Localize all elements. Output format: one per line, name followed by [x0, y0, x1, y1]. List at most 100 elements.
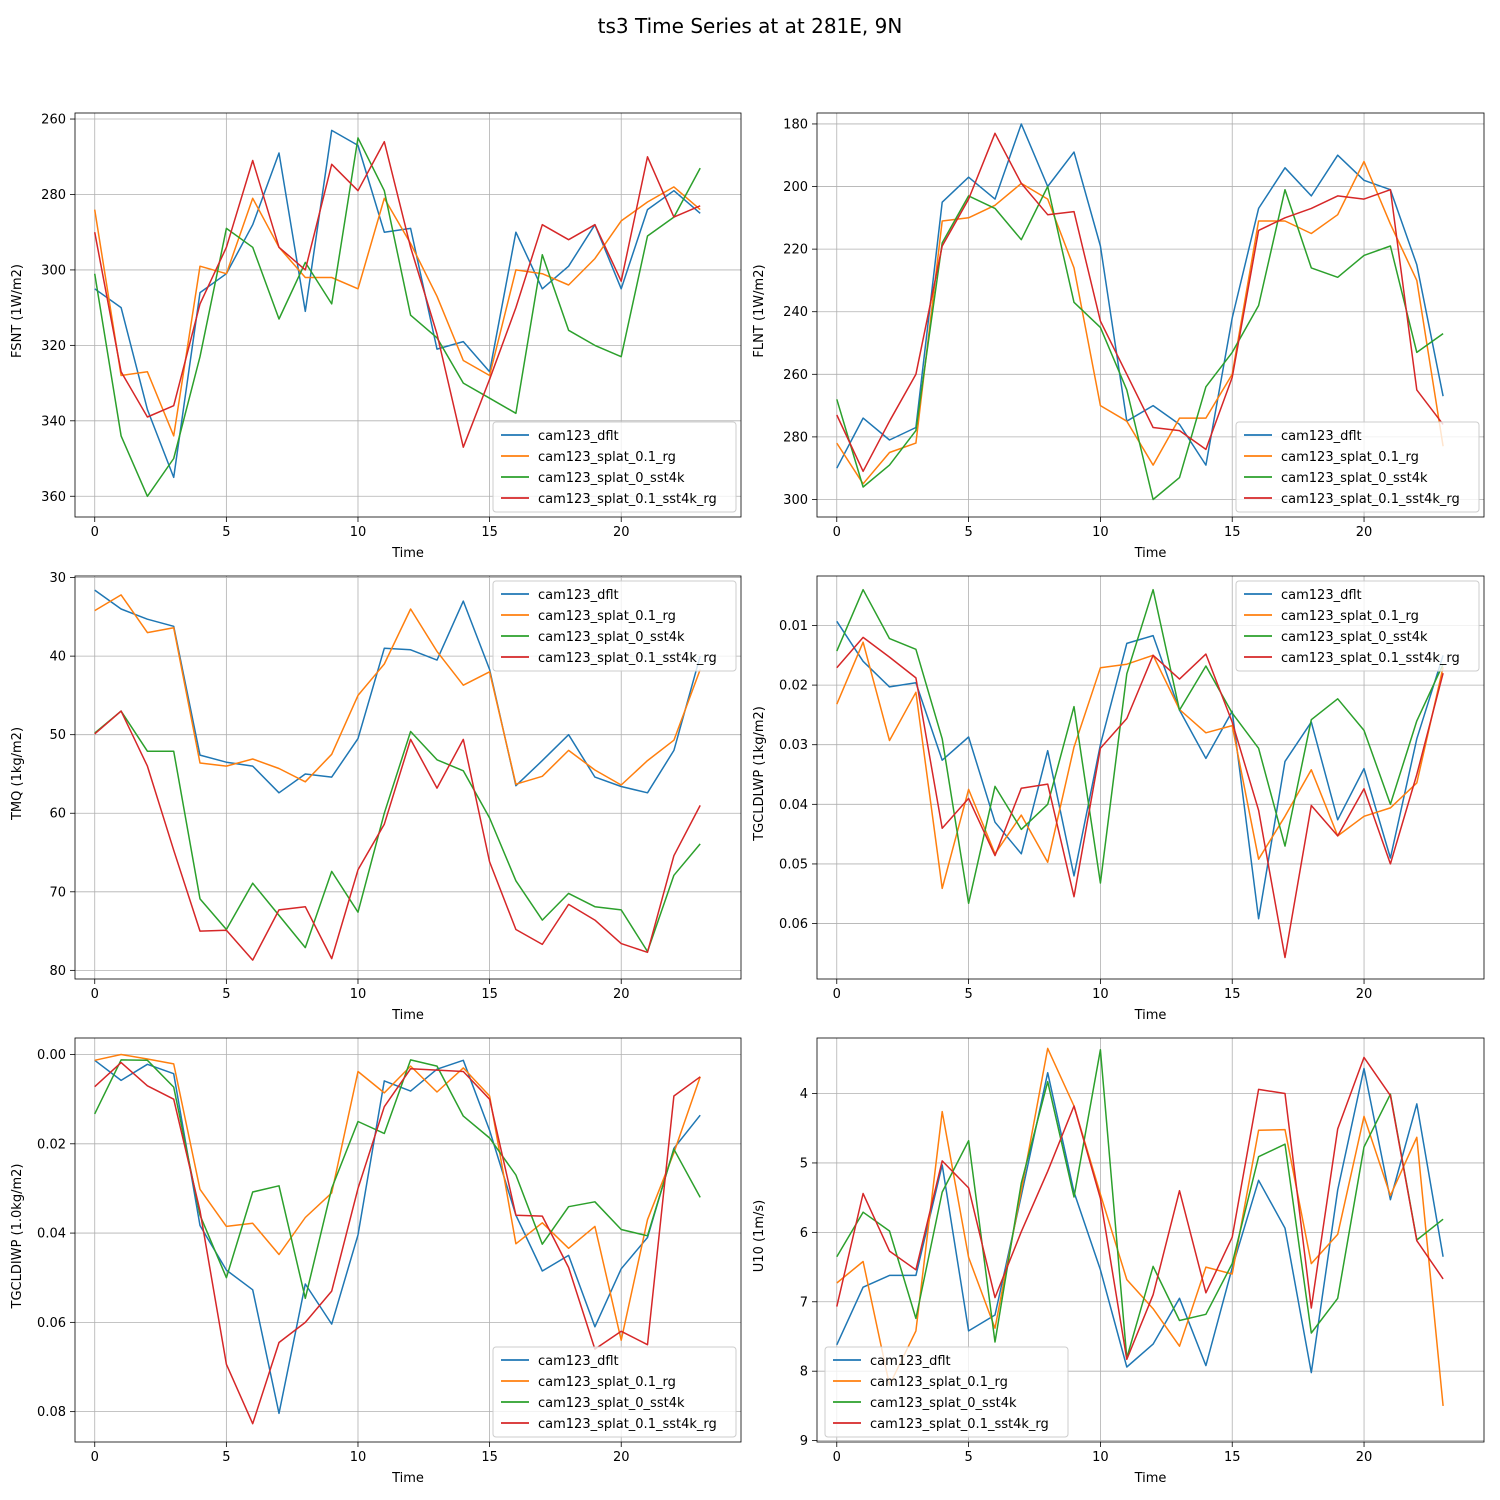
y-tick-label: 0.04: [779, 798, 808, 813]
panel-u10: 0 5 10 15 20 4 5 6 7 8 9 Time U10 (1m/s) cam123_dfltc…: [752, 1037, 1485, 1486]
legend-label: cam123_splat_0.1_rg: [538, 1375, 676, 1390]
legend-label: cam123_splat_0_sst4k: [538, 630, 685, 645]
x-tick-label: 10: [350, 1450, 367, 1465]
y-tick-label: 70: [49, 885, 66, 900]
legend-label: cam123_dflt: [1281, 429, 1362, 444]
figure-title: ts3 Time Series at at 281E, 9N: [597, 14, 903, 38]
y-tick-label: 60: [49, 807, 66, 822]
y-tick-label: 180: [783, 117, 808, 132]
series-lines: [836, 1047, 1444, 1406]
y-tick-label: 280: [783, 430, 808, 445]
y-tick-label: 0.05: [779, 857, 808, 872]
x-axis-label: Time: [391, 546, 424, 561]
legend-label: cam123_splat_0.1_rg: [538, 450, 676, 465]
series-line-cam123_splat_0.1_rg: [94, 594, 701, 786]
gridlines: [75, 576, 741, 979]
y-tick-label: 4: [800, 1087, 808, 1102]
legend-box: [824, 1346, 1069, 1438]
series-line-cam123_splat_0_sst4k: [94, 710, 701, 953]
series-line-cam123_splat_0.1_rg: [93, 186, 701, 437]
x-tick-label: 10: [1092, 525, 1109, 540]
legend-label: cam123_splat_0_sst4k: [538, 1396, 685, 1411]
legend-label: cam123_splat_0.1_rg: [870, 1375, 1008, 1390]
y-tick-label: 5: [800, 1156, 808, 1171]
y-tick-label: 6: [800, 1226, 808, 1241]
y-tick-label: 360: [41, 490, 66, 505]
series-line-cam123_dflt: [94, 589, 701, 794]
legend-box: [1235, 580, 1480, 672]
x-tick-label: 20: [613, 987, 630, 1002]
legend-box: [492, 1346, 737, 1438]
series-line-cam123_splat_0_sst4k: [94, 1059, 701, 1300]
legend-label: cam123_splat_0.1_sst4k_rg: [870, 1417, 1049, 1432]
panel-fsnt: 0 5 10 15 20 260 280 300 320 340 360 Time FSNT (1W/m…: [10, 112, 742, 561]
legend-label: cam123_splat_0.1_rg: [1281, 609, 1419, 624]
x-tick-label: 5: [964, 525, 972, 540]
x-tick-label: 5: [222, 987, 230, 1002]
y-tick-label: 40: [49, 650, 66, 665]
y-tick-label: 50: [49, 728, 66, 743]
legend-label: cam123_dflt: [1281, 588, 1362, 603]
axes-frame: [816, 575, 1485, 980]
y-tick-label: 280: [41, 188, 66, 203]
legend-box: [492, 580, 737, 672]
legend-label: cam123_dflt: [538, 588, 619, 603]
y-tick-label: 0.00: [37, 1048, 66, 1063]
series-lines: [94, 589, 701, 961]
x-tick-label: 20: [1356, 525, 1373, 540]
y-tick-label: 0.02: [37, 1137, 66, 1152]
x-tick-label: 0: [833, 987, 841, 1002]
y-tick-label: 0.03: [779, 738, 808, 753]
legend-label: cam123_splat_0.1_sst4k_rg: [1281, 651, 1460, 666]
y-tick-label: 0.06: [779, 917, 808, 932]
y-tick-label: 240: [783, 305, 808, 320]
y-tick-label: 80: [49, 964, 66, 979]
axes-frame: [74, 112, 742, 518]
legend: cam123_dflt cam123_splat_0.1_rg cam123_spl…: [492, 1346, 737, 1438]
legend-label: cam123_splat_0_sst4k: [1281, 471, 1428, 486]
legend-label: cam123_splat_0_sst4k: [538, 471, 685, 486]
x-tick-label: 0: [833, 525, 841, 540]
y-tick-label: 220: [783, 243, 808, 258]
x-tick-label: 20: [613, 1450, 630, 1465]
x-tick-label: 15: [1224, 1450, 1241, 1465]
legend-label: cam123_splat_0.1_sst4k_rg: [538, 651, 717, 666]
x-tick-label: 10: [350, 987, 367, 1002]
x-tick-label: 10: [350, 525, 367, 540]
x-axis-label: Time: [391, 1008, 424, 1023]
series-line-cam123_splat_0.1_rg: [836, 641, 1444, 890]
y-tick-label: 300: [783, 493, 808, 508]
axes-frame: [816, 1037, 1485, 1443]
series-line-cam123_dflt: [836, 620, 1444, 920]
y-tick-label: 300: [41, 263, 66, 278]
legend: cam123_dflt cam123_splat_0.1_rg cam123_spl…: [1235, 421, 1480, 513]
y-axis-label: U10 (1m/s): [752, 1200, 767, 1272]
legend-label: cam123_splat_0_sst4k: [1281, 630, 1428, 645]
x-axis-label: Time: [1134, 546, 1167, 561]
series-line-cam123_splat_0.1_sst4k_rg: [94, 710, 701, 961]
series-line-cam123_dflt: [836, 1067, 1444, 1374]
x-tick-label: 5: [964, 1450, 972, 1465]
series-line-cam123_splat_0.1_sst4k_rg: [94, 1061, 701, 1425]
panel-flnt: 0 5 10 15 20 180 200 220 240 260 280 300 Time FLNT (1…: [752, 112, 1485, 561]
y-tick-label: 0.01: [779, 619, 808, 634]
y-axis-label: TGCLDIWP (1.0kg/m2): [10, 1164, 25, 1310]
x-tick-label: 20: [613, 525, 630, 540]
x-tick-label: 0: [833, 1450, 841, 1465]
y-tick-label: 0.04: [37, 1227, 66, 1242]
legend-label: cam123_dflt: [538, 1354, 619, 1369]
y-tick-label: 7: [800, 1295, 808, 1310]
y-tick-label: 30: [49, 571, 66, 586]
y-tick-label: 0.06: [37, 1316, 66, 1331]
series-line-cam123_splat_0_sst4k: [836, 1049, 1444, 1359]
series-line-cam123_dflt: [836, 123, 1444, 469]
panel-tgcldiwp: 0 5 10 15 20 0.00 0.02 0.04 0.06 0.08 Time TGCLDIWP…: [10, 1037, 742, 1486]
legend-box: [1235, 421, 1480, 513]
series-lines: [93, 129, 701, 498]
y-axis-label: TMQ (1kg/m2): [10, 727, 25, 821]
x-tick-label: 5: [222, 525, 230, 540]
x-tick-label: 15: [481, 525, 498, 540]
series-line-cam123_splat_0.1_sst4k_rg: [836, 132, 1444, 473]
legend-label: cam123_splat_0.1_rg: [1281, 450, 1419, 465]
